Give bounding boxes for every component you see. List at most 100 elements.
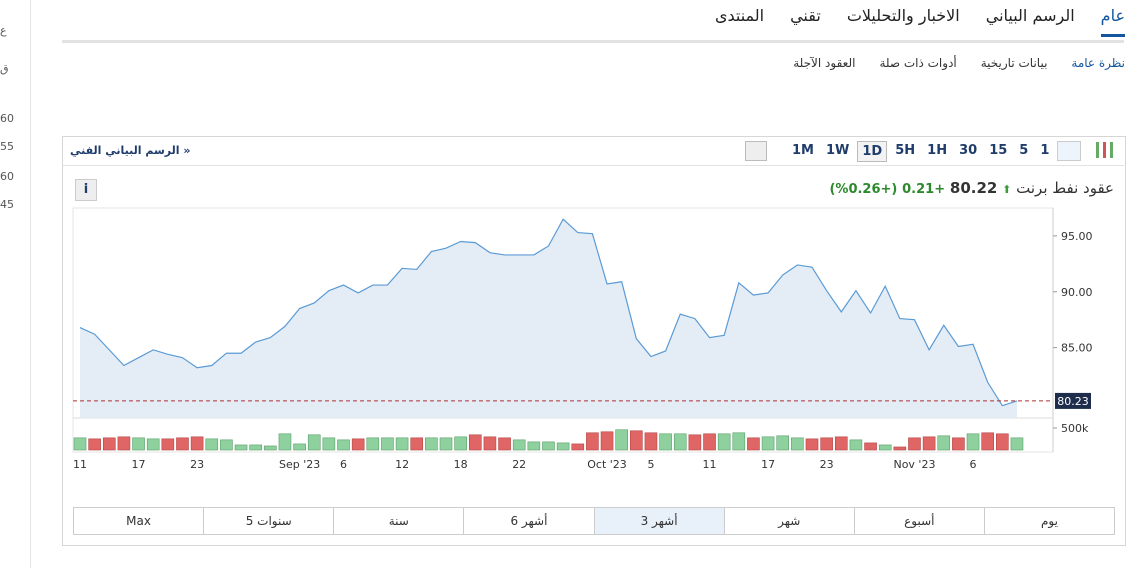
- volume-bar: [102, 437, 116, 451]
- nav-rule: [62, 40, 1124, 43]
- widget-link[interactable]: الرسم البياني الفني »: [70, 144, 191, 157]
- nav: عام الرسم البياني الاخبار والتحليلات تقني ال…: [714, 0, 1125, 37]
- price-line: [79, 218, 1018, 407]
- x-tick-label: 11: [703, 458, 717, 471]
- volume-bar: [761, 436, 775, 451]
- y-tick-label: 85.00: [1061, 342, 1093, 355]
- volume-bar: [293, 443, 306, 451]
- volume-bar: [615, 429, 628, 451]
- volume-bar: [88, 438, 101, 451]
- subnav-tab[interactable]: أدوات ذات صلة: [879, 56, 957, 70]
- volume-bar: [161, 438, 175, 451]
- info-button[interactable]: i: [75, 179, 97, 201]
- period-button[interactable]: 5 سنوات: [204, 508, 335, 534]
- change: +0.21: [902, 182, 946, 197]
- x-tick-label: 5: [647, 458, 654, 471]
- x-tick-label: 17: [132, 458, 146, 471]
- volume-bar: [73, 437, 87, 451]
- period-button[interactable]: أسبوع: [855, 508, 985, 534]
- volume-bar: [556, 442, 570, 451]
- volume-bar: [673, 433, 687, 451]
- sidebar-text: 55: [0, 140, 14, 153]
- volume-bar: [322, 437, 336, 451]
- period-button[interactable]: شهر: [725, 508, 855, 534]
- interval-button[interactable]: 30: [959, 143, 978, 158]
- sidebar-divider: [30, 0, 31, 568]
- interval-button[interactable]: 15: [989, 143, 1008, 158]
- sidebar-text: 60: [0, 112, 14, 125]
- volume-bar: [600, 431, 614, 451]
- last-price-label: 80.23: [1057, 395, 1089, 408]
- period-button[interactable]: Max: [74, 508, 205, 534]
- x-tick-label: Nov '23: [893, 458, 935, 471]
- volume-bar: [439, 437, 453, 451]
- period-button[interactable]: سنة: [334, 508, 465, 534]
- volume-bar: [805, 438, 819, 451]
- x-tick-label: 12: [395, 458, 409, 471]
- nav-tab[interactable]: تقني: [790, 6, 821, 25]
- volume-bar: [249, 444, 262, 451]
- nav-tab[interactable]: عام: [1100, 0, 1125, 37]
- period-button[interactable]: 6 أشهر: [464, 508, 595, 534]
- volume-bar: [644, 432, 658, 451]
- chart-widget: [62, 136, 1126, 546]
- nav-tab[interactable]: الاخبار والتحليلات: [846, 6, 960, 25]
- x-tick-label: 23: [190, 458, 204, 471]
- y-tick-label: 90.00: [1061, 286, 1093, 299]
- volume-bar: [425, 437, 438, 451]
- nav-tab[interactable]: الرسم البياني: [985, 6, 1075, 25]
- period-button[interactable]: يوم: [1040, 514, 1058, 528]
- volume-bar: [834, 436, 848, 451]
- volume-bar: [981, 432, 994, 451]
- interval-button[interactable]: 1W: [825, 143, 850, 158]
- line-icon[interactable]: [1057, 141, 1081, 161]
- volume-bar: [278, 433, 292, 451]
- volume-bar: [878, 444, 892, 451]
- interval-button[interactable]: 1H: [927, 143, 948, 158]
- volume-bar: [630, 430, 643, 451]
- volume-bar: [659, 433, 672, 451]
- volume-bar: [864, 442, 877, 451]
- volume-bar: [512, 439, 526, 451]
- nav-tab[interactable]: المنتدى: [714, 6, 765, 25]
- volume-bar: [117, 436, 131, 451]
- candle-icon[interactable]: [1096, 142, 1114, 158]
- table-icon[interactable]: [745, 141, 767, 161]
- volume-bar: [132, 437, 145, 451]
- interval-button[interactable]: 1: [1040, 143, 1050, 158]
- subnav: نظرة عامة بيانات تاريخية أدوات ذات صلة العق…: [793, 56, 1125, 70]
- period-bar: Max 5 سنوات سنة 6 أشهر 3 أشهر شهر أسبوع يوم: [73, 507, 1115, 535]
- volume-tick-label: 500k: [1061, 422, 1089, 435]
- x-tick-label: Oct '23: [587, 458, 627, 471]
- widget-header: [62, 136, 1124, 166]
- volume-bar: [542, 441, 555, 451]
- subnav-tab[interactable]: بيانات تاريخية: [980, 56, 1048, 70]
- volume-bar: [922, 436, 936, 451]
- interval-button[interactable]: 5H: [895, 143, 916, 158]
- volume-bar: [220, 439, 233, 451]
- quote: عقود نفط برنت ⬆ 80.22 +0.21 (+0.26%): [829, 179, 1114, 197]
- sidebar-text: 60: [0, 170, 14, 183]
- interval-button[interactable]: 1M: [792, 143, 814, 158]
- subnav-tab[interactable]: نظرة عامة: [1071, 56, 1125, 70]
- volume-bar: [234, 444, 248, 451]
- volume-bar: [776, 435, 790, 451]
- x-tick-label: 6: [970, 458, 977, 471]
- interval-button[interactable]: 5: [1019, 143, 1029, 158]
- volume-bar: [264, 445, 277, 451]
- volume-bar: [498, 437, 511, 451]
- volume-bar: [454, 436, 467, 451]
- subnav-tab[interactable]: العقود الآجلة: [793, 56, 856, 70]
- volume-bar: [937, 435, 951, 451]
- period-button[interactable]: 3 أشهر: [594, 508, 725, 534]
- interval-button[interactable]: 1D: [857, 141, 888, 162]
- volume-bar: [366, 437, 380, 451]
- x-tick-label: 6: [340, 458, 347, 471]
- interval-bar: 1M 1W 1D 5H 1H 30 15 5 1: [788, 141, 1053, 162]
- last-price-box: [1055, 392, 1091, 409]
- change-pct: (+0.26%): [829, 182, 898, 197]
- volume-bar: [893, 446, 907, 451]
- instrument: عقود نفط برنت: [1016, 179, 1114, 197]
